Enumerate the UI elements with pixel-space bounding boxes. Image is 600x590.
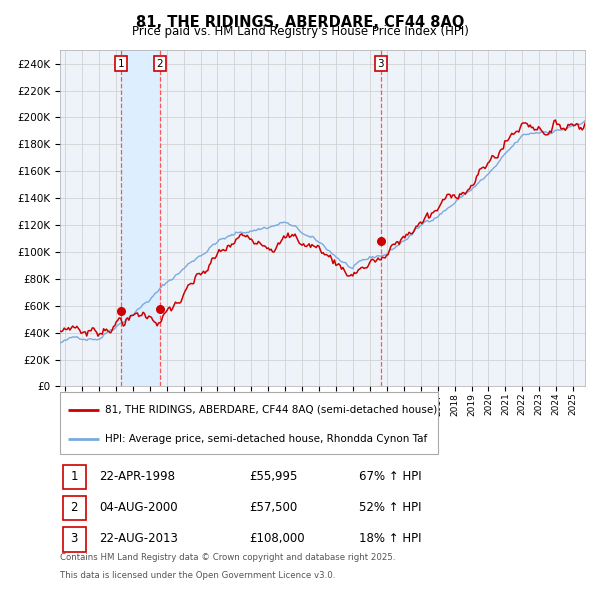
Text: 22-APR-1998: 22-APR-1998: [100, 470, 175, 483]
Text: 67% ↑ HPI: 67% ↑ HPI: [359, 470, 422, 483]
Text: Contains HM Land Registry data © Crown copyright and database right 2025.: Contains HM Land Registry data © Crown c…: [60, 553, 395, 562]
FancyBboxPatch shape: [62, 496, 86, 520]
Text: HPI: Average price, semi-detached house, Rhondda Cynon Taf: HPI: Average price, semi-detached house,…: [104, 434, 427, 444]
Text: £57,500: £57,500: [249, 501, 297, 514]
Text: 2: 2: [157, 58, 163, 68]
Text: £55,995: £55,995: [249, 470, 298, 483]
Text: 18% ↑ HPI: 18% ↑ HPI: [359, 532, 422, 545]
Text: 04-AUG-2000: 04-AUG-2000: [100, 501, 178, 514]
Text: 2: 2: [70, 501, 78, 514]
Text: 22-AUG-2013: 22-AUG-2013: [100, 532, 178, 545]
Text: 3: 3: [377, 58, 384, 68]
FancyBboxPatch shape: [62, 465, 86, 489]
Text: 1: 1: [70, 470, 78, 483]
Text: £108,000: £108,000: [249, 532, 305, 545]
FancyBboxPatch shape: [60, 392, 438, 454]
FancyBboxPatch shape: [62, 527, 86, 552]
Text: 52% ↑ HPI: 52% ↑ HPI: [359, 501, 422, 514]
Text: 81, THE RIDINGS, ABERDARE, CF44 8AQ (semi-detached house): 81, THE RIDINGS, ABERDARE, CF44 8AQ (sem…: [104, 405, 437, 415]
Text: 1: 1: [118, 58, 124, 68]
Text: Price paid vs. HM Land Registry's House Price Index (HPI): Price paid vs. HM Land Registry's House …: [131, 25, 469, 38]
Text: 81, THE RIDINGS, ABERDARE, CF44 8AQ: 81, THE RIDINGS, ABERDARE, CF44 8AQ: [136, 15, 464, 30]
Text: 3: 3: [70, 532, 78, 545]
Text: This data is licensed under the Open Government Licence v3.0.: This data is licensed under the Open Gov…: [60, 571, 335, 580]
Bar: [121, 50, 160, 386]
